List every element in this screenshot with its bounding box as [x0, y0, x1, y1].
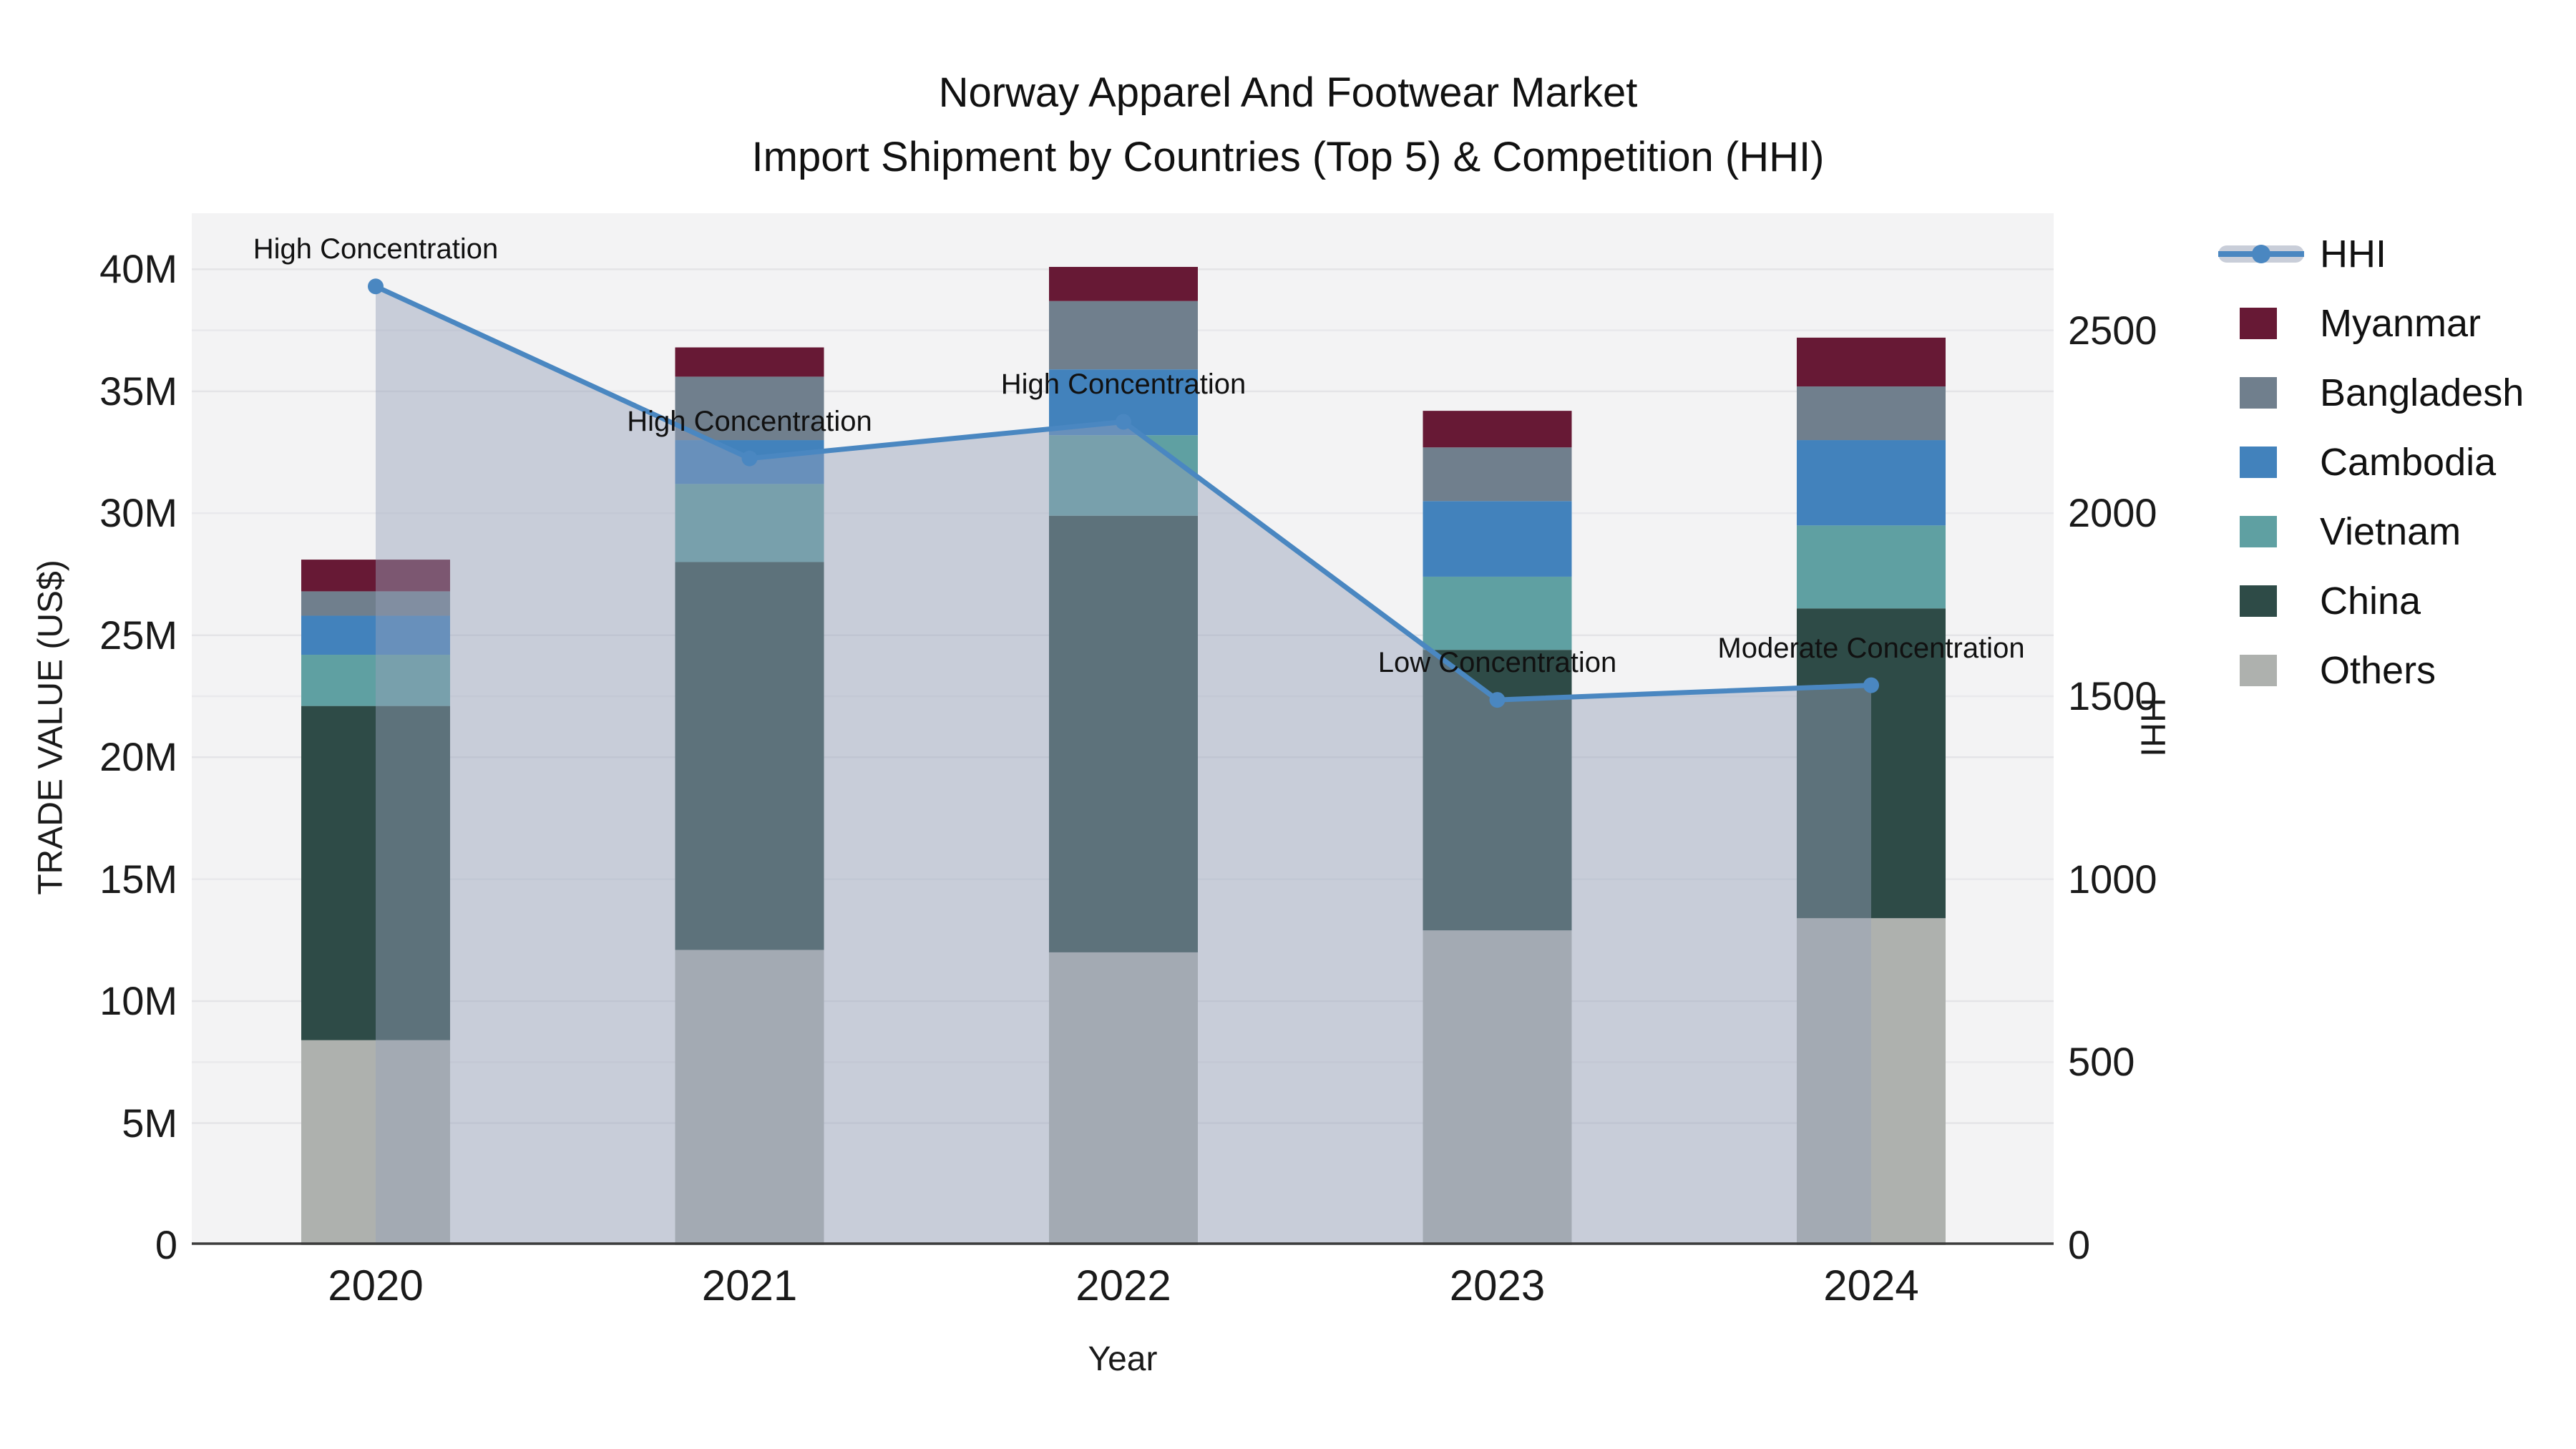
y-axis-left-title: TRADE VALUE (US$): [31, 560, 70, 895]
bar-segment-bangladesh-2022: [1049, 301, 1198, 370]
y-left-tick-20M: 20M: [99, 734, 177, 780]
legend-swatch-bangladesh: [2218, 368, 2304, 418]
chart-title-line2: Import Shipment by Countries (Top 5) & C…: [751, 134, 1825, 180]
y-right-tick-2000: 2000: [2068, 490, 2157, 536]
y-left-tick-35M: 35M: [99, 368, 177, 414]
swatch-china: [2240, 585, 2277, 617]
legend-item-bangladesh[interactable]: Bangladesh: [2218, 368, 2524, 418]
y-right-tick-2500: 2500: [2068, 307, 2157, 353]
legend-item-china[interactable]: China: [2218, 576, 2421, 626]
x-tick-2023: 2023: [1449, 1262, 1546, 1309]
legend-item-others[interactable]: Others: [2218, 645, 2436, 696]
legend-swatch-cambodia: [2218, 437, 2304, 487]
legend-label-china: China: [2320, 580, 2421, 623]
bar-segment-cambodia-2020: [301, 615, 450, 655]
x-tick-2021: 2021: [701, 1262, 798, 1309]
x-tick-2024: 2024: [1823, 1262, 1919, 1309]
swatch-myanmar: [2240, 308, 2277, 339]
legend-label-cambodia: Cambodia: [2320, 441, 2497, 484]
bar-segment-others-2024: [1797, 918, 1946, 1245]
bar-segment-myanmar-2022: [1049, 266, 1198, 301]
hhi-marker-2023: [1489, 692, 1506, 708]
x-axis-title: Year: [1088, 1340, 1158, 1378]
chart-title-line1: Norway Apparel And Footwear Market: [938, 69, 1638, 116]
legend-label-others: Others: [2320, 649, 2436, 692]
legend-item-cambodia[interactable]: Cambodia: [2218, 437, 2496, 487]
y-right-tick-500: 500: [2068, 1039, 2135, 1085]
bar-segment-myanmar-2023: [1423, 411, 1572, 448]
bar-segment-vietnam-2022: [1049, 435, 1198, 516]
legend-label-bangladesh: Bangladesh: [2320, 371, 2524, 414]
plot-area: [192, 213, 2054, 1245]
legend-swatch-china: [2218, 576, 2304, 626]
x-tick-2020: 2020: [328, 1262, 424, 1309]
hhi-marker-2022: [1116, 414, 1131, 430]
bar-segment-others-2020: [301, 1040, 450, 1245]
legend-swatch-others: [2218, 645, 2304, 696]
legend-label-vietnam: Vietnam: [2320, 510, 2462, 553]
hhi-marker-2020: [368, 278, 384, 295]
swatch-others: [2240, 655, 2277, 686]
bar-segment-bangladesh-2024: [1797, 386, 1946, 441]
hhi-marker-2024: [1863, 677, 1879, 693]
legend-label-hhi: HHI: [2320, 233, 2386, 275]
y-left-tick-0: 0: [155, 1222, 177, 1267]
hhi-area-fill: [376, 286, 1871, 1245]
legend-item-myanmar[interactable]: Myanmar: [2218, 298, 2481, 348]
bar-segment-myanmar-2021: [675, 347, 824, 377]
y-left-tick-30M: 30M: [99, 490, 177, 536]
bar-segment-china-2024: [1797, 608, 1946, 919]
y-right-tick-1500: 1500: [2068, 673, 2157, 718]
bar-segment-myanmar-2024: [1797, 337, 1946, 387]
y-left-tick-10M: 10M: [99, 978, 177, 1024]
legend-label-myanmar: Myanmar: [2320, 302, 2482, 345]
bar-segment-myanmar-2020: [301, 560, 450, 592]
legend-item-hhi[interactable]: HHI: [2218, 229, 2386, 279]
swatch-cambodia: [2240, 447, 2277, 478]
bar-segment-bangladesh-2021: [675, 376, 824, 441]
bar-segment-bangladesh-2023: [1423, 447, 1572, 502]
legend-item-vietnam[interactable]: Vietnam: [2218, 507, 2461, 557]
y-left-tick-5M: 5M: [122, 1100, 177, 1146]
bar-segment-vietnam-2024: [1797, 525, 1946, 609]
bar-segment-cambodia-2024: [1797, 440, 1946, 526]
bar-segment-vietnam-2020: [301, 655, 450, 706]
bar-segment-others-2022: [1049, 952, 1198, 1245]
bar-segment-china-2022: [1049, 515, 1198, 952]
bar-segment-bangladesh-2020: [301, 591, 450, 616]
bar-segment-china-2020: [301, 706, 450, 1040]
bar-segment-vietnam-2023: [1423, 576, 1572, 650]
legend-hhi-marker: [2252, 245, 2270, 263]
y-left-tick-15M: 15M: [99, 856, 177, 902]
swatch-vietnam: [2240, 516, 2277, 547]
bar-segment-cambodia-2023: [1423, 501, 1572, 577]
legend-swatch-myanmar: [2218, 298, 2304, 348]
bar-segment-china-2021: [675, 562, 824, 950]
swatch-bangladesh: [2240, 377, 2277, 409]
y-left-tick-40M: 40M: [99, 246, 177, 292]
bar-segment-others-2021: [675, 950, 824, 1245]
chart-canvas: [192, 266, 2054, 1245]
legend-hhi-line-icon: [2218, 229, 2304, 279]
y-left-tick-25M: 25M: [99, 612, 177, 658]
legend-swatch-vietnam: [2218, 507, 2304, 557]
x-tick-2022: 2022: [1075, 1262, 1171, 1309]
y-right-tick-1000: 1000: [2068, 856, 2157, 902]
hhi-marker-2021: [741, 450, 758, 467]
bar-segment-vietnam-2021: [675, 484, 824, 562]
bar-segment-others-2023: [1423, 930, 1572, 1245]
y-axis-right-title: HHI: [2133, 698, 2172, 757]
y-right-tick-0: 0: [2068, 1222, 2091, 1267]
